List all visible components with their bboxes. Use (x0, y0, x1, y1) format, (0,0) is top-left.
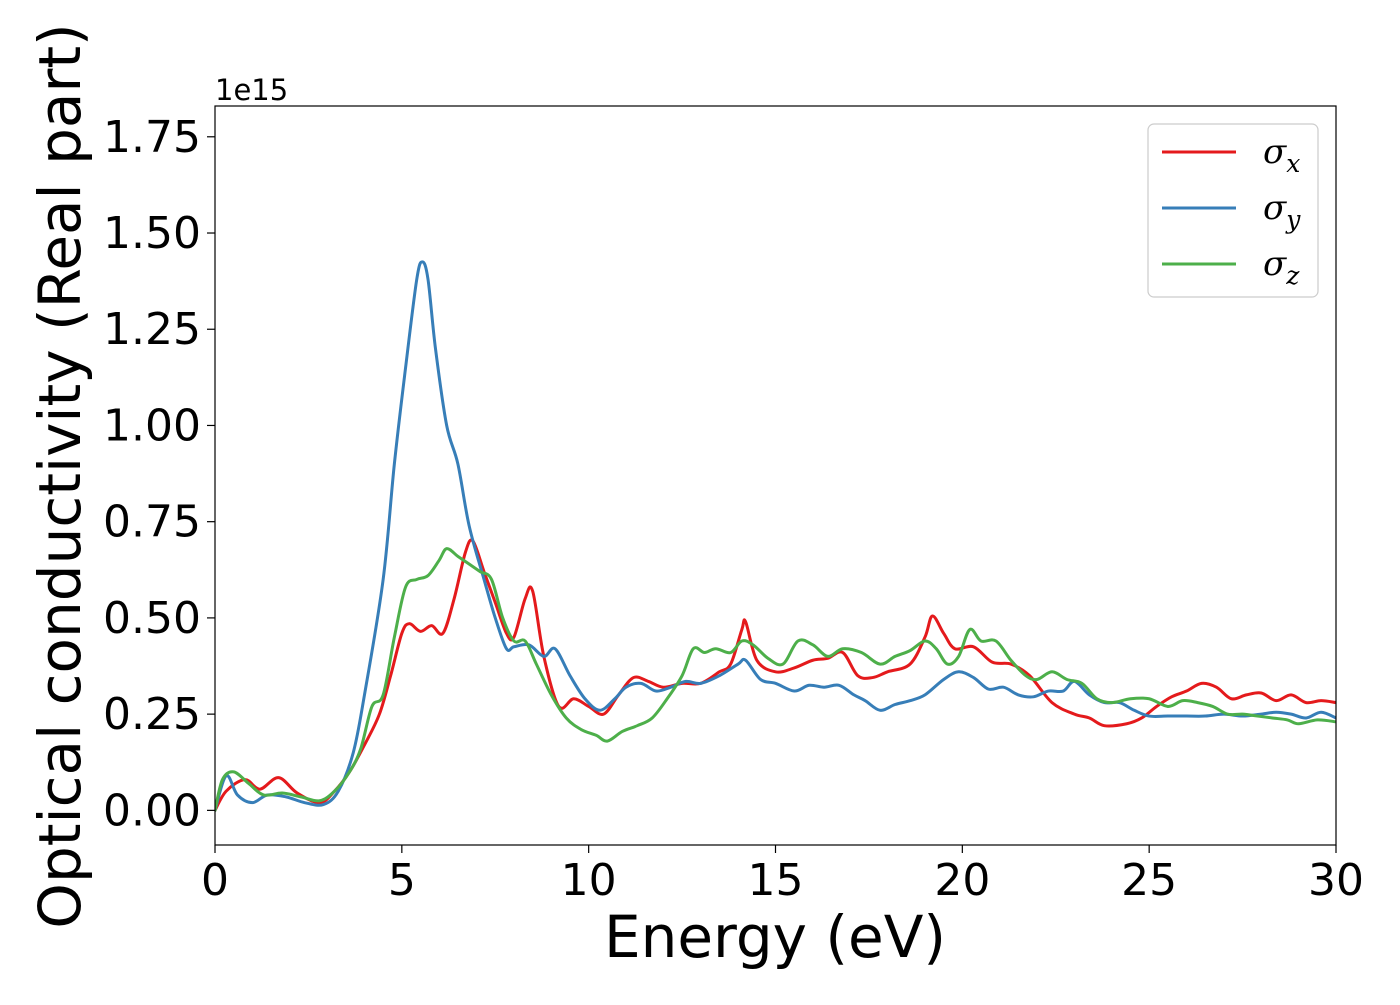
y-tick-label: 1.75 (103, 112, 201, 163)
legend-box (1147, 123, 1319, 298)
x-tick-label: 0 (201, 855, 229, 906)
y-tick-label: 1.25 (103, 304, 201, 355)
y-offset-text: 1e15 (215, 73, 288, 107)
x-tick-label: 30 (1308, 855, 1364, 906)
series-line-y (215, 260, 1336, 812)
series-layer (215, 260, 1336, 812)
y-tick-label: 0.75 (103, 497, 201, 548)
y-tick-label: 0.50 (103, 593, 201, 644)
x-axis-ticks: 0 5 10 15 20 25 30 (201, 845, 1364, 906)
y-tick-label: 1.00 (103, 400, 201, 451)
series-line-z (215, 547, 1336, 812)
x-tick-label: 15 (748, 855, 804, 906)
x-tick-label: 10 (561, 855, 617, 906)
y-tick-label: 0.25 (103, 689, 201, 740)
y-tick-label: 0.00 (103, 785, 201, 836)
y-axis-title: Optical conductivity (Real part) (26, 23, 94, 928)
legend-label-z: σz (1263, 244, 1300, 290)
y-tick-label: 1.50 (103, 208, 201, 259)
y-axis-ticks: 0.00 0.25 0.50 0.75 1.00 1.25 1.50 1.75 (103, 112, 215, 836)
x-axis-title: Energy (eV) (604, 903, 946, 971)
x-tick-label: 20 (934, 855, 990, 906)
x-tick-label: 25 (1121, 855, 1177, 906)
x-tick-label: 5 (388, 855, 416, 906)
